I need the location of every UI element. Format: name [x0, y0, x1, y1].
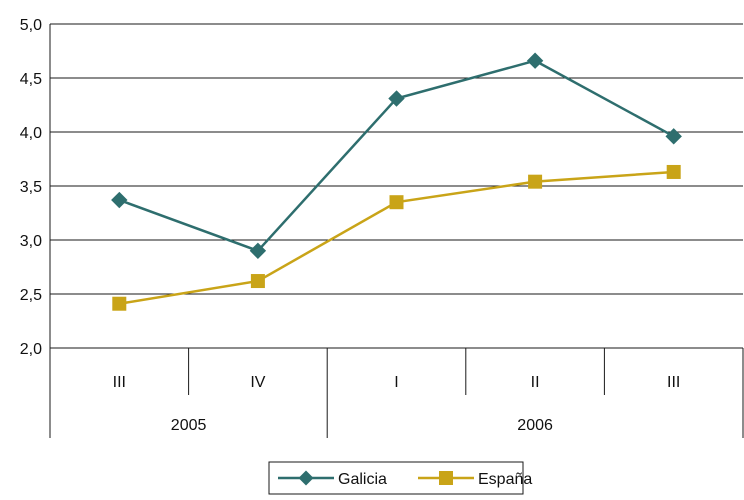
legend-label: Galicia	[338, 471, 387, 488]
legend-marker-square	[439, 471, 453, 485]
y-tick-label: 4,5	[20, 71, 42, 88]
x-group-label: 2005	[171, 417, 207, 434]
x-tick-label: III	[667, 374, 680, 391]
data-point-diamond	[249, 242, 267, 260]
x-tick-label: III	[113, 374, 126, 391]
series-line-galicia	[118, 59, 675, 253]
data-point-diamond	[111, 191, 128, 209]
data-point-diamond	[526, 52, 544, 69]
data-point-square	[528, 174, 543, 189]
y-tick-label: 3,0	[20, 233, 42, 250]
x-group-label: 2006	[517, 417, 553, 434]
data-point-square	[250, 274, 265, 289]
x-tick-label: II	[531, 374, 540, 391]
data-point-diamond	[665, 128, 682, 145]
y-tick-label: 2,0	[20, 341, 42, 358]
legend-marker-diamond	[298, 470, 314, 486]
y-tick-label: 3,5	[20, 179, 42, 196]
x-tick-label: IV	[250, 374, 265, 391]
y-tick-label: 2,5	[20, 287, 42, 304]
y-tick-label: 5,0	[20, 17, 42, 34]
data-point-square	[389, 195, 404, 210]
y-tick-label: 4,0	[20, 125, 42, 142]
data-point-diamond	[388, 90, 405, 107]
legend-label: España	[478, 471, 532, 488]
data-point-square	[112, 296, 127, 311]
series-line-españa	[119, 170, 674, 305]
data-point-square	[666, 164, 681, 179]
legend: Galicia España	[268, 461, 532, 495]
x-tick-label: I	[394, 374, 398, 391]
